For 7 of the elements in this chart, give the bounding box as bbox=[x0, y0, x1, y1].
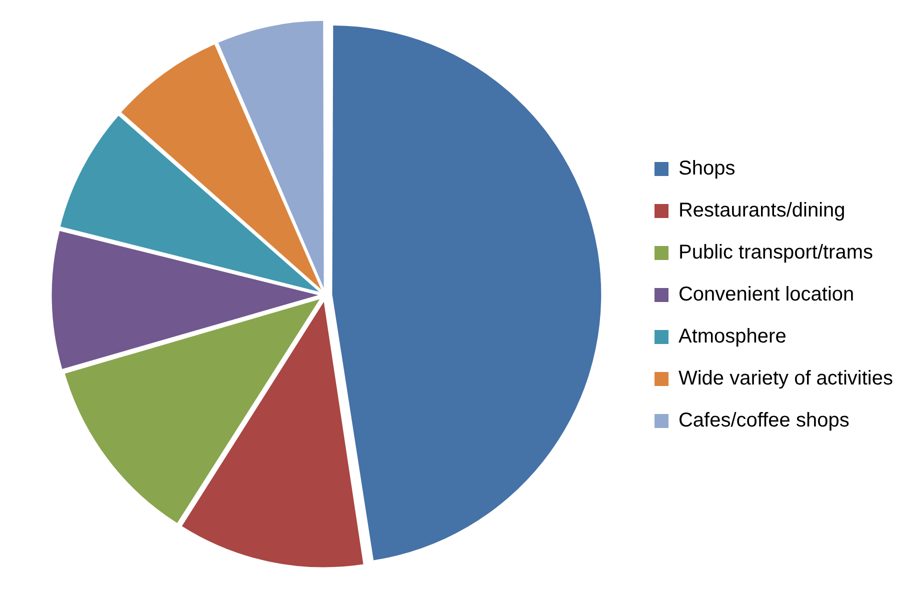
legend-label: Restaurants/dining bbox=[678, 200, 846, 222]
legend-label: Public transport/trams bbox=[678, 242, 874, 264]
legend-label: Convenient location bbox=[678, 284, 854, 306]
legend-label: Atmosphere bbox=[678, 326, 786, 348]
legend-label: Wide variety of activities bbox=[678, 368, 894, 390]
legend-label: Shops bbox=[678, 158, 736, 180]
legend-label: Cafes/coffee shops bbox=[678, 410, 850, 432]
